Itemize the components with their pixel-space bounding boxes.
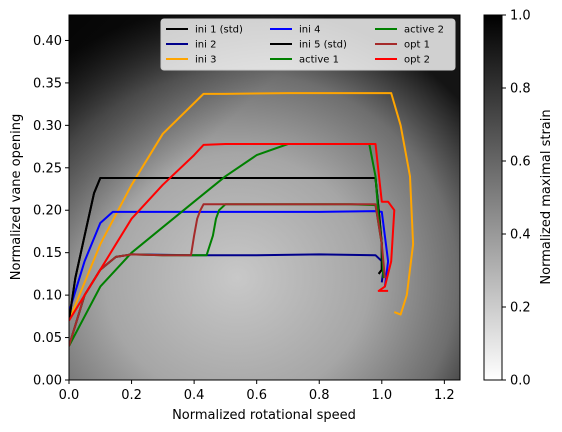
legend-label: opt 1 <box>404 40 430 51</box>
y-tick-label: 0.25 <box>33 161 62 176</box>
x-axis: 0.0 0.2 0.4 0.6 0.8 1.0 1.2 <box>59 380 455 403</box>
colorbar-tick-label: 0.2 <box>510 301 531 316</box>
y-tick-label: 0.05 <box>33 331 62 346</box>
x-tick-label: 0.6 <box>246 388 267 403</box>
colorbar-tick-label: 0.0 <box>510 374 531 389</box>
colorbar-tick-label: 1.0 <box>510 9 531 24</box>
x-axis-label: Normalized rotational speed <box>172 408 356 423</box>
x-tick-label: 1.0 <box>371 388 392 403</box>
series-layer <box>69 92 415 347</box>
series-line-7 <box>69 203 386 347</box>
legend-label: active 2 <box>404 25 444 36</box>
legend-label: opt 2 <box>404 55 430 66</box>
legend-label: ini 2 <box>195 40 216 51</box>
legend-label: ini 5 (std) <box>299 40 347 51</box>
legend-label: ini 3 <box>195 55 216 66</box>
legend-label: ini 4 <box>299 25 320 36</box>
y-tick-label: 0.20 <box>33 204 62 219</box>
x-tick-label: 0.0 <box>59 388 80 403</box>
series-line-2 <box>69 92 415 321</box>
y-tick-label: 0.00 <box>33 374 62 389</box>
x-tick-label: 1.2 <box>434 388 455 403</box>
y-axis-label: Normalized vane opening <box>9 114 24 280</box>
y-tick-label: 0.15 <box>33 246 62 261</box>
legend: ini 1 (std) ini 2 ini 3 ini 4 ini 5 (std) act… <box>160 18 456 71</box>
colorbar-tick-label: 0.4 <box>510 228 531 243</box>
legend-label: active 1 <box>299 55 339 66</box>
series-line-6 <box>69 143 383 347</box>
series-line-3 <box>69 210 390 313</box>
heatmap-background <box>69 15 460 380</box>
x-tick-label: 0.2 <box>121 388 142 403</box>
y-tick-label: 0.40 <box>33 34 62 49</box>
y-tick-label: 0.10 <box>33 289 62 304</box>
x-tick-label: 0.4 <box>184 388 205 403</box>
y-tick-label: 0.35 <box>33 76 62 91</box>
series-line-8 <box>69 143 396 322</box>
y-axis: 0.00 0.05 0.10 0.15 0.20 0.25 0.30 0.35 0.40 <box>33 34 69 389</box>
colorbar: 0.0 0.2 0.4 0.6 0.8 1.0 Normalized maximal st… <box>483 9 554 389</box>
legend-label: ini 1 (std) <box>195 25 243 36</box>
colorbar-gradient <box>483 14 503 381</box>
colorbar-tick-label: 0.8 <box>510 82 531 97</box>
legend-box <box>160 18 456 71</box>
plot-frame <box>68 14 461 381</box>
y-tick-label: 0.30 <box>33 119 62 134</box>
x-tick-label: 0.8 <box>309 388 330 403</box>
colorbar-label: Normalized maximal strain <box>539 109 554 284</box>
colorbar-tick-label: 0.6 <box>510 155 531 170</box>
